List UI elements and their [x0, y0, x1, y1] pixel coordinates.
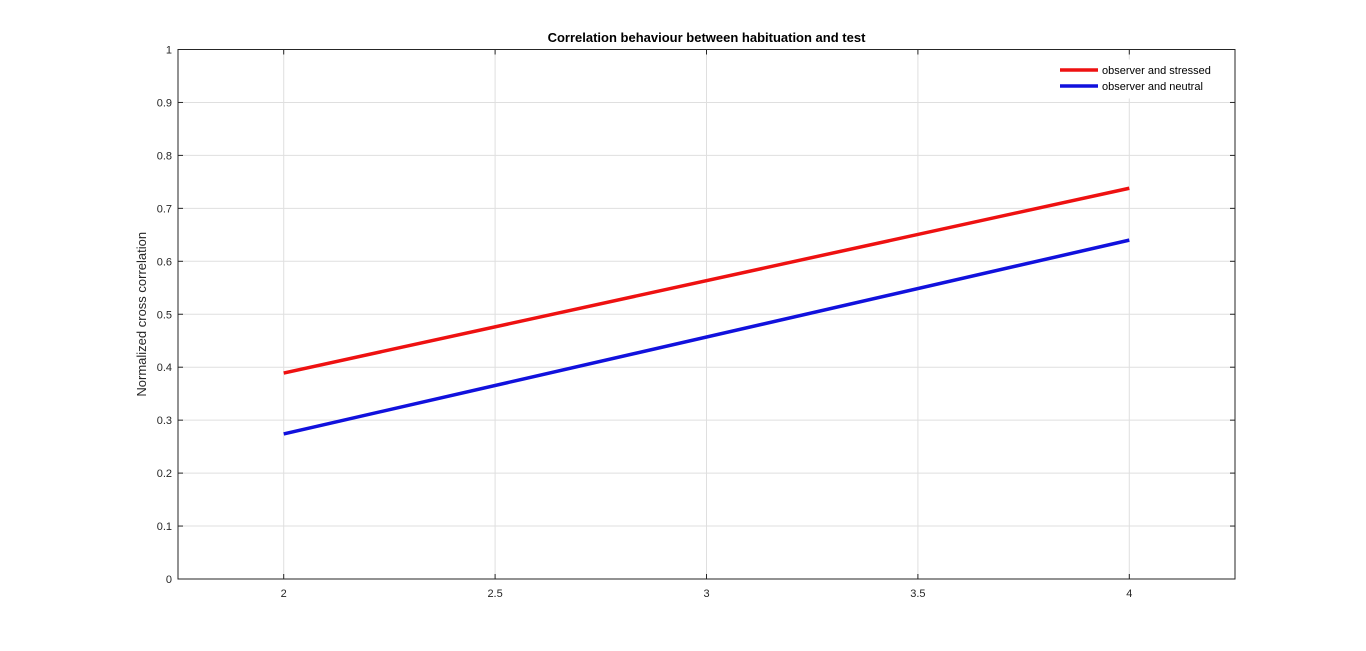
y-tick-label: 0.8 — [157, 150, 172, 162]
y-tick-label: 0.1 — [157, 521, 172, 533]
legend-label-stressed: observer and stressed — [1102, 65, 1211, 77]
x-tick-label: 3.5 — [910, 588, 925, 600]
series-line-stressed — [283, 186, 1130, 375]
legend: observer and stressed observer and neutr… — [1053, 59, 1227, 99]
series-line-neutral — [283, 238, 1130, 436]
x-tick-label: 4 — [1126, 588, 1132, 600]
x-tick-label: 2.5 — [487, 588, 502, 600]
y-tick-label: 0.4 — [157, 362, 172, 374]
y-tick-label: 0.5 — [157, 309, 172, 321]
y-axis-tick-labels: 0 0.1 0.2 0.3 0.4 0.5 0.6 0.7 0.8 0.9 1 — [157, 45, 172, 587]
y-tick-label: 0.7 — [157, 203, 172, 215]
x-tick-label: 2 — [281, 588, 287, 600]
y-tick-label: 0.3 — [157, 415, 172, 427]
y-tick-label: 0.9 — [157, 97, 172, 109]
chart-title: Correlation behaviour between habituatio… — [548, 30, 866, 45]
y-tick-label: 1 — [166, 45, 172, 57]
y-axis-label: Normalized cross correlation — [134, 232, 149, 397]
y-tick-label: 0.6 — [157, 256, 172, 268]
x-axis-tick-labels: 2 2.5 3 3.5 4 — [281, 588, 1133, 600]
series-lines — [283, 186, 1130, 436]
legend-label-neutral: observer and neutral — [1102, 81, 1203, 93]
y-tick-label: 0.2 — [157, 468, 172, 480]
x-tick-label: 3 — [703, 588, 709, 600]
legend-box — [1053, 59, 1227, 99]
axis-ticks — [178, 49, 1235, 580]
y-tick-label: 0 — [166, 574, 172, 586]
